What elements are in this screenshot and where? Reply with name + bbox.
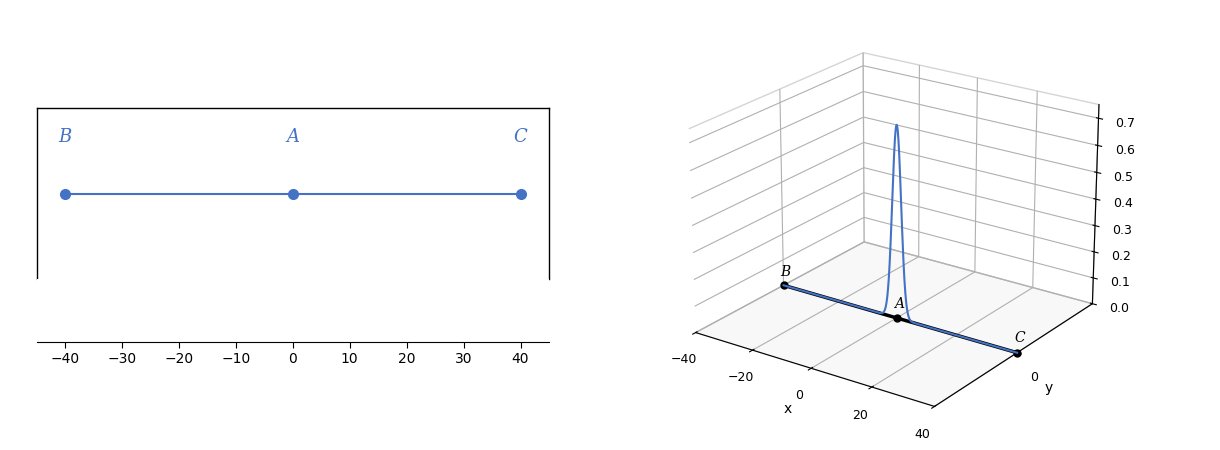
Text: A: A [287, 128, 299, 146]
Text: C: C [514, 128, 527, 146]
Text: B: B [59, 128, 72, 146]
X-axis label: x: x [784, 402, 792, 416]
Y-axis label: y: y [1046, 381, 1053, 395]
